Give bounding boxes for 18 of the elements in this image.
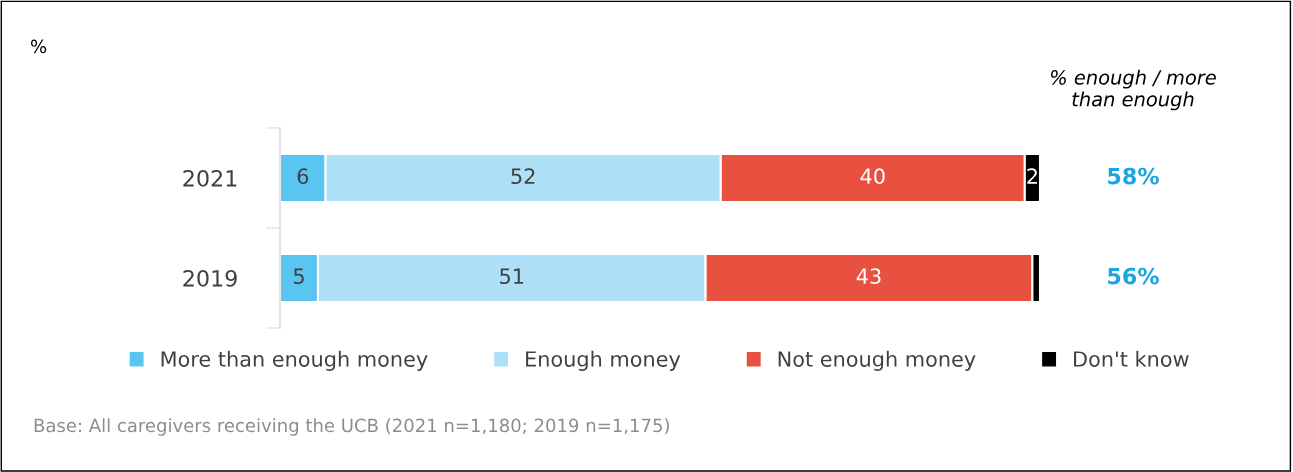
text: Base: All caregivers receiving the UCB (2021 n=1,180; 2019 n=1,175) xyxy=(34,418,669,436)
data-label: 51 xyxy=(500,268,524,285)
text: 56% xyxy=(1108,267,1159,285)
data-label: 6 xyxy=(297,168,309,185)
data-label: 5 xyxy=(293,268,304,285)
data-label: 52 xyxy=(511,168,535,185)
text: % xyxy=(31,39,47,54)
text: 58% xyxy=(1108,167,1159,185)
legend-label: Enough money xyxy=(526,350,681,371)
data-label: 2 xyxy=(1027,168,1037,184)
y-tick-label: 2021 xyxy=(183,169,237,187)
legend-label: Not enough money xyxy=(778,350,976,371)
data-label: 40 xyxy=(860,168,885,185)
text: % enough / more than enough xyxy=(1051,69,1216,111)
y-tick-label: 2019 xyxy=(183,269,237,287)
legend-label: Don't know xyxy=(1074,350,1189,367)
data-label: 43 xyxy=(856,268,881,285)
legend-label: More than enough money xyxy=(161,350,428,371)
